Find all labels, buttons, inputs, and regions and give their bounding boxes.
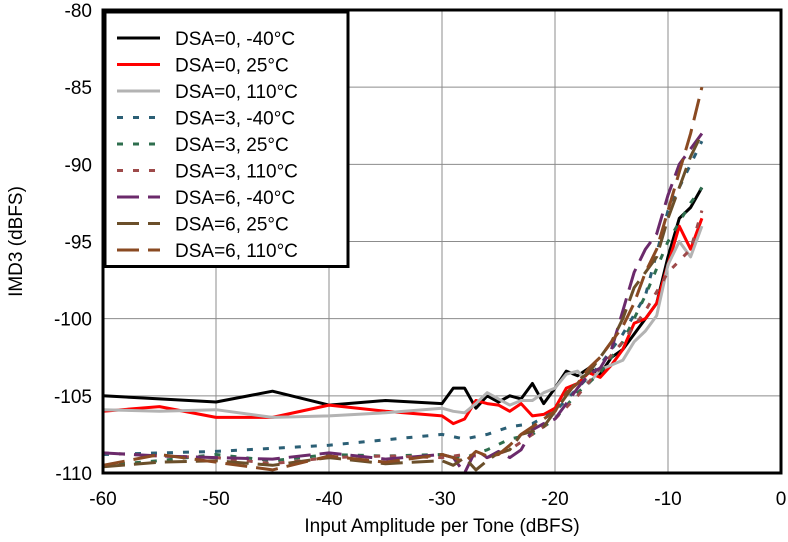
legend-label: DSA=6, 25°C xyxy=(175,215,289,236)
y-tick-label: -90 xyxy=(65,155,92,176)
y-tick-label: -95 xyxy=(65,233,92,254)
y-tick-label: -85 xyxy=(65,78,92,99)
x-tick-label: 0 xyxy=(776,489,787,510)
legend-label: DSA=3, 25°C xyxy=(175,135,289,156)
legend-label: DSA=6, -40°C xyxy=(175,188,295,209)
y-tick-label: -110 xyxy=(55,464,92,485)
x-tick-label: -50 xyxy=(202,489,229,510)
series-line xyxy=(102,132,704,475)
x-tick-label: -20 xyxy=(541,489,568,510)
legend-label: DSA=0, -40°C xyxy=(175,29,295,50)
y-tick-label: -105 xyxy=(54,387,92,408)
legend-label: DSA=6, 110°C xyxy=(175,241,298,262)
legend: DSA=0, -40°C DSA=0, 25°C DSA=0, 110°C DSA=3… xyxy=(103,10,350,268)
y-axis-label: IMD3 (dBFS) xyxy=(6,186,27,297)
x-tick-label: -60 xyxy=(89,489,116,510)
series-line xyxy=(102,132,704,472)
legend-label: DSA=3, -40°C xyxy=(175,109,295,130)
legend-box xyxy=(103,10,350,268)
x-tick-label: -40 xyxy=(315,489,342,510)
series-line xyxy=(102,217,704,426)
y-tick-label: -100 xyxy=(54,310,92,331)
legend-label: DSA=0, 25°C xyxy=(175,56,289,77)
x-tick-label: -30 xyxy=(428,489,455,510)
tick-labels: -60 -50 -40 -30 -20 -10 0-80-85-90-95-100-105-… xyxy=(54,1,786,510)
legend-label: DSA=0, 110°C xyxy=(175,82,298,103)
x-axis-label: Input Amplitude per Tone (dBFS) xyxy=(304,516,579,537)
legend-label: DSA=3, 110°C xyxy=(175,162,298,183)
plot-frame xyxy=(101,8,783,475)
series-layer xyxy=(102,86,704,475)
y-tick-label: -80 xyxy=(65,1,92,22)
series-line xyxy=(102,225,704,419)
x-tick-label: -10 xyxy=(654,489,681,510)
